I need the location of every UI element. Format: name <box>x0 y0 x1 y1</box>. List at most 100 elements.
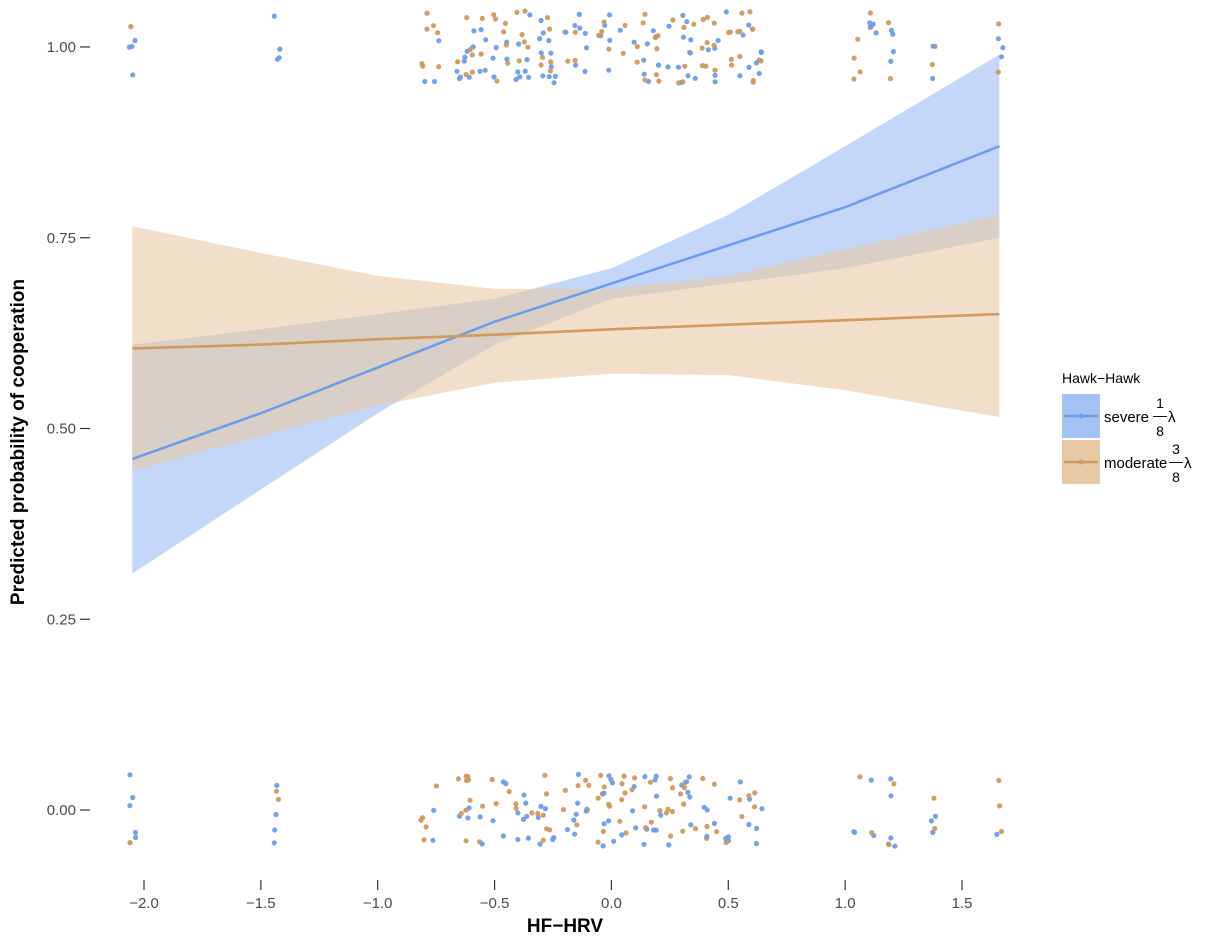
observed-point <box>932 826 938 832</box>
observed-point <box>758 49 764 55</box>
observed-point <box>737 53 743 60</box>
observed-point <box>621 773 627 779</box>
observed-point <box>747 9 753 15</box>
observed-point <box>643 825 649 831</box>
observed-point <box>525 44 531 50</box>
observed-point <box>544 15 551 21</box>
observed-point <box>463 838 469 844</box>
x-tick-label: 1.5 <box>952 895 973 912</box>
observed-point <box>538 17 544 24</box>
observed-point <box>680 79 686 85</box>
y-tick-label: 0.00 <box>47 802 76 819</box>
observed-point <box>687 50 693 56</box>
observed-point <box>492 16 499 22</box>
observed-point <box>577 25 583 31</box>
observed-point <box>521 792 527 798</box>
observed-point <box>891 781 897 787</box>
observed-point <box>515 810 521 816</box>
observed-point <box>540 812 546 818</box>
observed-point <box>491 12 497 18</box>
x-tick-label: 0.0 <box>601 895 622 912</box>
observed-point <box>663 810 670 816</box>
observed-point <box>648 819 655 825</box>
observed-point <box>712 67 718 73</box>
observed-point <box>273 811 279 818</box>
observed-point <box>642 11 648 17</box>
observed-point <box>667 775 674 782</box>
observed-point <box>430 837 436 843</box>
observed-point <box>423 824 429 830</box>
observed-point <box>687 794 693 800</box>
observed-point <box>464 15 470 21</box>
observed-point <box>655 62 662 68</box>
observed-point <box>575 771 582 778</box>
observed-point <box>715 38 721 44</box>
observed-point <box>519 31 525 38</box>
observed-point <box>477 814 483 820</box>
observed-point <box>653 793 660 799</box>
observed-point <box>551 80 557 86</box>
observed-point <box>560 807 567 813</box>
observed-point <box>465 774 471 780</box>
observed-point <box>684 19 690 25</box>
observed-point <box>634 59 640 65</box>
observed-point <box>583 777 589 783</box>
observed-point <box>524 813 530 819</box>
legend-title: Hawk−Hawk <box>1062 370 1141 386</box>
observed-point <box>490 55 496 61</box>
observed-point <box>595 839 601 845</box>
observed-point <box>506 789 512 795</box>
observed-point <box>656 78 662 84</box>
observed-point <box>759 806 765 812</box>
observed-point <box>685 789 691 796</box>
observed-point <box>998 828 1005 835</box>
observed-point <box>517 74 523 80</box>
observed-point <box>867 20 873 26</box>
observed-point <box>514 9 520 15</box>
observed-point <box>583 808 589 814</box>
observed-point <box>727 795 733 801</box>
observed-point <box>675 64 682 70</box>
observed-point <box>491 74 497 80</box>
observed-point <box>546 74 552 80</box>
x-tick-label: −2.0 <box>129 895 159 912</box>
observed-point <box>888 776 894 782</box>
observed-point <box>500 779 506 785</box>
observed-point <box>478 51 484 57</box>
observed-point <box>572 22 578 29</box>
observed-point <box>746 22 752 28</box>
observed-point <box>619 797 625 803</box>
observed-point <box>995 69 1001 75</box>
observed-point <box>928 818 935 824</box>
observed-point <box>740 32 746 38</box>
legend-key-severe-point <box>1078 413 1084 419</box>
observed-point <box>623 830 629 836</box>
observed-point <box>996 21 1002 27</box>
observed-point <box>725 834 732 840</box>
observed-point <box>133 834 139 841</box>
observed-point <box>126 44 132 50</box>
observed-point <box>513 76 519 83</box>
observed-point <box>471 28 477 34</box>
legend-fraction-moderate-denominator: 8 <box>1172 469 1180 485</box>
observed-point <box>640 20 646 26</box>
observed-point <box>855 36 861 42</box>
observed-point <box>622 790 628 796</box>
observed-point <box>996 777 1002 784</box>
observed-point <box>422 78 428 85</box>
observed-point <box>490 818 496 824</box>
observed-point <box>523 800 529 806</box>
observed-point <box>723 839 729 846</box>
observed-point <box>885 20 892 26</box>
observed-point <box>516 58 522 64</box>
observed-point <box>550 836 556 843</box>
observed-point <box>931 795 937 801</box>
observed-point <box>601 784 607 790</box>
observed-point <box>493 45 499 51</box>
observed-point <box>272 827 278 833</box>
observed-point <box>633 825 639 831</box>
observed-point <box>467 797 473 803</box>
observed-point <box>681 24 687 30</box>
observed-point <box>653 72 660 78</box>
observed-point <box>737 28 743 34</box>
